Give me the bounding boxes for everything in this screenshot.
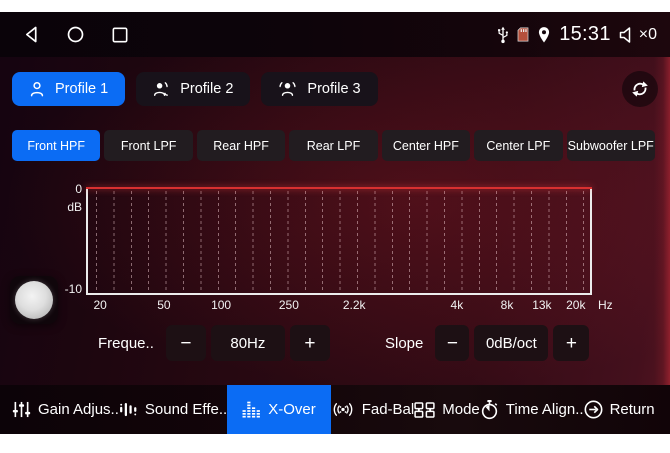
x-tick-label: 4k bbox=[450, 298, 464, 312]
tab-front-hpf[interactable]: Front HPF bbox=[12, 130, 101, 161]
frequency-plus-button[interactable]: + bbox=[289, 325, 330, 361]
crossover-bars-icon bbox=[242, 401, 261, 418]
profile-1-tab[interactable]: Profile 1 bbox=[12, 72, 126, 106]
sync-icon bbox=[630, 79, 650, 99]
response-curve-0db bbox=[86, 187, 592, 189]
slope-label: Slope bbox=[385, 334, 424, 352]
grid-lines bbox=[96, 191, 586, 292]
tab-center-lpf[interactable]: Center LPF bbox=[474, 130, 563, 161]
profile-2-tab[interactable]: Profile 2 bbox=[136, 72, 251, 106]
android-nav-buttons bbox=[24, 26, 128, 43]
frequency-minus-button[interactable]: − bbox=[165, 325, 206, 361]
clock: 15:31 bbox=[559, 23, 611, 45]
profiles-row: Profile 1 Profile 2 bbox=[12, 71, 658, 107]
volume-knob[interactable] bbox=[15, 281, 53, 319]
x-tick-label: 250 bbox=[278, 298, 299, 312]
usb-icon bbox=[497, 25, 509, 44]
mode-grid-icon bbox=[414, 401, 435, 418]
return-arrow-icon bbox=[584, 400, 603, 419]
nav-label: Gain Adjus.. bbox=[38, 401, 119, 418]
status-bar: 15:31 ×0 bbox=[0, 12, 670, 57]
slope-value: 0dB/oct bbox=[474, 325, 549, 361]
nav-return[interactable]: Return bbox=[584, 385, 655, 434]
profile-label: Profile 3 bbox=[307, 81, 361, 97]
head-unit-screen: 15:31 ×0 Profile 1 bbox=[0, 12, 670, 434]
nav-time-align[interactable]: Time Align.. bbox=[480, 385, 584, 434]
tab-rear-hpf[interactable]: Rear HPF bbox=[196, 130, 286, 161]
nav-label: Time Align.. bbox=[505, 401, 584, 418]
nav-label: Fad-Bal bbox=[361, 401, 415, 418]
knob-overlay bbox=[10, 276, 58, 324]
nav-x-over[interactable]: X-Over bbox=[227, 385, 331, 434]
reset-button[interactable] bbox=[622, 71, 658, 107]
nav-label: Sound Effe.. bbox=[144, 401, 228, 418]
nav-label: X-Over bbox=[268, 401, 316, 418]
frequency-response-plot bbox=[86, 187, 592, 295]
x-tick-label: 20 bbox=[93, 298, 107, 312]
frequency-label: Freque.. bbox=[98, 334, 154, 352]
x-tick-label: 100 bbox=[211, 298, 232, 312]
nav-label: Return bbox=[609, 401, 655, 418]
x-axis-ticks: 20 50 100 250 2.2k 4k 8k 13k 20k bbox=[86, 298, 592, 312]
y-axis-unit: dB bbox=[67, 200, 82, 214]
x-tick-label: 13k bbox=[532, 298, 552, 312]
x-tick-label: 2.2k bbox=[342, 298, 366, 312]
volume-level: ×0 bbox=[638, 25, 657, 43]
tab-center-hpf[interactable]: Center HPF bbox=[381, 130, 471, 161]
sd-card-icon bbox=[517, 27, 529, 42]
volume-muted-icon bbox=[619, 26, 633, 44]
frequency-control: Freque.. − 80Hz + bbox=[98, 325, 330, 361]
nav-mode[interactable]: Mode bbox=[414, 385, 480, 434]
slope-minus-button[interactable]: − bbox=[435, 325, 470, 361]
x-tick-label: 50 bbox=[157, 298, 171, 312]
x-tick-label: 20k bbox=[566, 298, 586, 312]
person-waves-icon bbox=[278, 81, 297, 97]
nav-sound-effects[interactable]: Sound Effe.. bbox=[119, 385, 227, 434]
recents-button[interactable] bbox=[112, 27, 128, 43]
y-tick-0: 0 bbox=[75, 182, 82, 196]
person-wave-icon bbox=[153, 81, 170, 97]
nav-gain-adjust[interactable]: Gain Adjus.. bbox=[12, 385, 119, 434]
frequency-value: 80Hz bbox=[210, 325, 285, 361]
tab-front-lpf[interactable]: Front LPF bbox=[104, 130, 193, 161]
tab-rear-lpf[interactable]: Rear LPF bbox=[289, 130, 378, 161]
x-axis-unit: Hz bbox=[598, 298, 613, 312]
equalizer-icon bbox=[119, 402, 138, 417]
profile-label: Profile 1 bbox=[55, 81, 109, 97]
filter-tabs: Front HPF Front LPF Rear HPF Rear LPF Ce… bbox=[12, 130, 655, 161]
home-button[interactable] bbox=[67, 26, 84, 43]
gain-sliders-icon bbox=[12, 401, 31, 418]
slope-control: Slope − 0dB/oct + bbox=[385, 325, 590, 361]
fader-balance-icon bbox=[331, 401, 355, 418]
status-icons: 15:31 ×0 bbox=[497, 23, 657, 46]
location-icon bbox=[537, 26, 551, 44]
bottom-nav-bar: Gain Adjus.. Sound Effe.. bbox=[0, 385, 670, 434]
nav-label: Mode bbox=[442, 401, 480, 418]
y-tick-minus10: -10 bbox=[64, 282, 82, 296]
profile-label: Profile 2 bbox=[180, 81, 234, 97]
stopwatch-icon bbox=[480, 399, 499, 420]
tab-subwoofer-lpf[interactable]: Subwoofer LPF bbox=[566, 130, 655, 161]
slope-plus-button[interactable]: + bbox=[553, 325, 590, 361]
nav-fad-bal[interactable]: Fad-Bal bbox=[331, 385, 415, 434]
x-tick-label: 8k bbox=[500, 298, 514, 312]
person-icon bbox=[29, 81, 45, 97]
profile-3-tab[interactable]: Profile 3 bbox=[261, 72, 378, 106]
back-button[interactable] bbox=[24, 26, 39, 43]
